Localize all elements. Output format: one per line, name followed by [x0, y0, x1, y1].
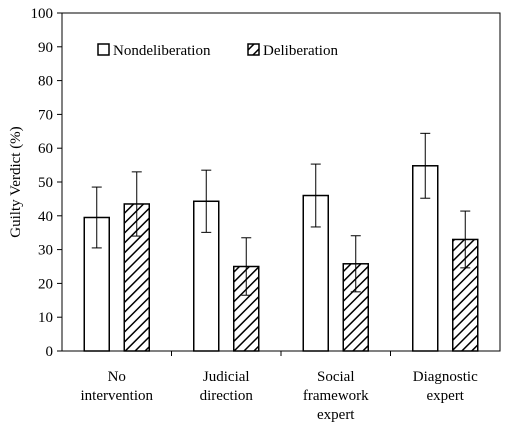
plot-area: 0 10 20 30 40 50 60 70 80 90 100 No intervention Judi…	[31, 6, 501, 423]
legend-label: Deliberation	[263, 43, 338, 59]
y-tick-label: 90	[38, 40, 53, 56]
y-tick-label: 60	[38, 141, 53, 157]
category-label: Judicial	[203, 369, 250, 385]
category-label: No	[108, 369, 126, 385]
legend-swatch	[97, 43, 110, 56]
y-tick-label: 100	[31, 6, 54, 22]
y-tick-label: 80	[38, 74, 53, 90]
category-label: Social	[317, 369, 355, 385]
y-tick-label: 70	[38, 107, 53, 123]
category-label: expert	[427, 388, 465, 404]
bar-deliberation	[342, 263, 369, 352]
y-tick-label: 0	[46, 344, 54, 360]
legend-swatch	[247, 43, 260, 56]
bar-deliberation	[233, 265, 260, 352]
category-label: Diagnostic	[413, 369, 478, 385]
legend-label: Nondeliberation	[113, 43, 211, 59]
y-axis-title: Guilty Verdict (%)	[8, 126, 24, 237]
bar-deliberation	[123, 203, 150, 352]
category-label: framework	[303, 388, 369, 404]
category-label: intervention	[81, 388, 154, 404]
category-label: expert	[317, 407, 355, 423]
category-label: direction	[200, 388, 254, 404]
y-tick-label: 10	[38, 310, 53, 326]
y-tick-label: 40	[38, 209, 53, 225]
y-tick-label: 50	[38, 175, 53, 191]
y-tick-label: 30	[38, 243, 53, 259]
y-tick-label: 20	[38, 276, 53, 292]
